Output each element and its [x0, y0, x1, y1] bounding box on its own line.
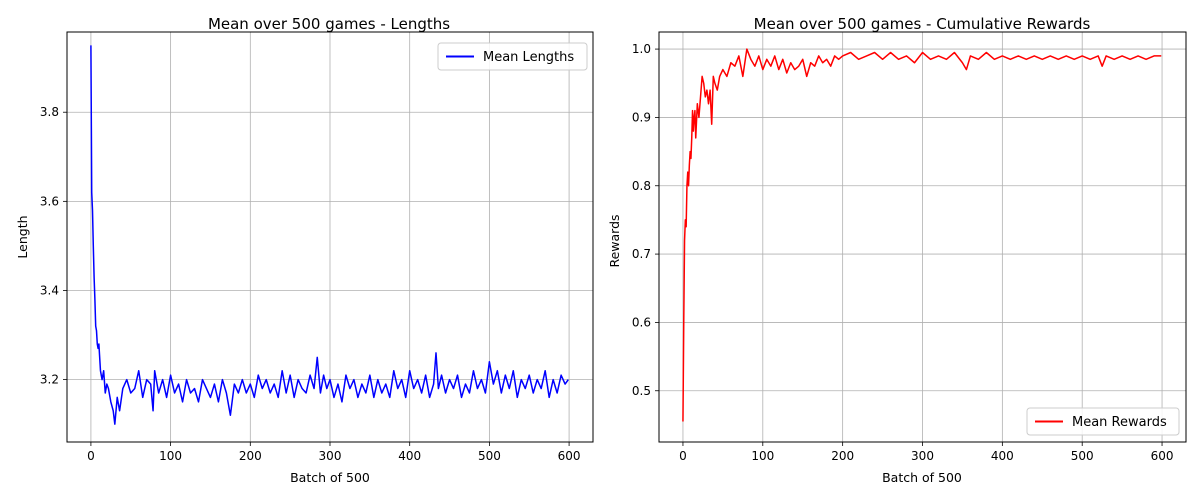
x-tick-label: 200: [239, 449, 262, 463]
x-tick-label: 500: [478, 449, 501, 463]
chart-lengths-plot: [90, 45, 569, 425]
chart-rewards-ylabel: Rewards: [607, 214, 622, 267]
y-tick-label: 1.0: [632, 42, 651, 56]
x-tick-label: 0: [679, 449, 687, 463]
chart-rewards-grid: [659, 32, 1186, 442]
chart-lengths-ylabel: Length: [15, 215, 30, 258]
x-tick-label: 600: [558, 449, 581, 463]
x-tick-label: 100: [159, 449, 182, 463]
chart-lengths: Mean over 500 games - Lengths 0 100 200 300…: [15, 15, 594, 485]
series-line: [682, 48, 1162, 422]
chart-lengths-grid: [67, 32, 593, 442]
y-tick-label: 0.8: [632, 179, 651, 193]
x-tick-label: 0: [87, 449, 95, 463]
y-tick-label: 3.4: [40, 283, 59, 297]
chart-rewards: Mean over 500 games - Cumulative Rewards…: [607, 15, 1187, 485]
series-line: [90, 45, 569, 425]
x-tick-label: 200: [831, 449, 854, 463]
x-tick-label: 300: [319, 449, 342, 463]
y-tick-label: 0.6: [632, 315, 651, 329]
legend-label-mean-rewards: Mean Rewards: [1072, 415, 1167, 430]
legend-box: [1026, 407, 1180, 436]
y-tick-label: 3.2: [40, 373, 59, 387]
y-tick-label: 0.5: [632, 384, 651, 398]
x-tick-label: 400: [398, 449, 421, 463]
chart-rewards-xlabel: Batch of 500: [882, 470, 962, 485]
chart-lengths-title: Mean over 500 games - Lengths: [208, 15, 450, 33]
x-tick-label: 300: [911, 449, 934, 463]
legend-label-mean-lengths: Mean Lengths: [483, 50, 574, 65]
x-tick-label: 500: [1071, 449, 1094, 463]
chart-rewards-ticks: 0 100 200 300 400 500 600 0.5 0.6 0.7 0.8 0.9 1.0: [632, 42, 1174, 463]
chart-rewards-title: Mean over 500 games - Cumulative Rewards: [754, 15, 1091, 33]
y-tick-label: 3.8: [40, 105, 59, 119]
y-tick-label: 0.9: [632, 110, 651, 124]
chart-lengths-legend: Mean Lengths: [437, 42, 588, 71]
y-tick-label: 0.7: [632, 247, 651, 261]
y-tick-label: 3.6: [40, 194, 59, 208]
legend-box: [437, 42, 588, 71]
chart-lengths-ticks: 0 100 200 300 400 500 600 3.2 3.4 3.6 3.8: [40, 105, 581, 463]
chart-rewards-legend: Mean Rewards: [1026, 407, 1180, 436]
x-tick-label: 600: [1151, 449, 1174, 463]
x-tick-label: 100: [751, 449, 774, 463]
x-tick-label: 400: [991, 449, 1014, 463]
chart-rewards-plot: [682, 48, 1162, 422]
chart-lengths-xlabel: Batch of 500: [290, 470, 370, 485]
